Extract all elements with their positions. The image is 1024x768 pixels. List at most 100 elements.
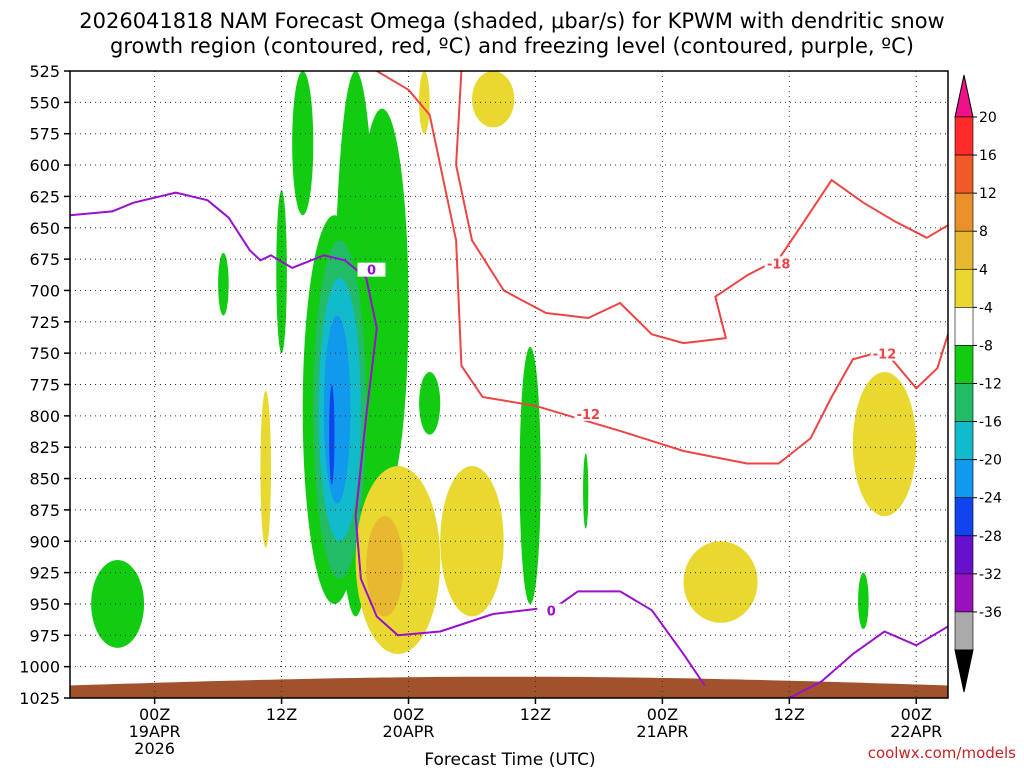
- omega-region: [355, 108, 409, 504]
- colorbar-label: -8: [979, 338, 993, 354]
- omega-region: [218, 252, 229, 316]
- y-tick-label: 625: [29, 187, 60, 206]
- y-tick-label: 875: [29, 501, 60, 520]
- colorbar-label: 4: [979, 262, 988, 278]
- contour-label-bg: [537, 603, 566, 618]
- colorbar-swatch: [954, 307, 974, 346]
- y-tick-label: 675: [29, 250, 60, 269]
- terrain-layer: [70, 676, 948, 698]
- omega-region: [366, 516, 404, 617]
- freezing-level-contour-2: [788, 625, 948, 698]
- colorbar-label: -36: [979, 605, 1002, 621]
- colorbar-label: 16: [979, 148, 997, 164]
- x-tick-label: 12Z: [266, 705, 297, 724]
- y-axis: 525 550 575 600 625 650 675 700 725 750 775 800 825 8…: [19, 62, 70, 708]
- x-tick-label: 19APR: [129, 722, 181, 741]
- terrain-band: [70, 676, 948, 698]
- omega-region: [683, 541, 758, 623]
- y-tick-label: 1025: [19, 689, 60, 708]
- y-tick-label: 850: [29, 470, 60, 489]
- chart-title-line-1: 2026041818 NAM Forecast Omega (shaded, μ…: [79, 9, 944, 33]
- omega-region: [292, 71, 314, 216]
- omega-region: [329, 384, 335, 485]
- x-tick-label: 00Z: [139, 705, 170, 724]
- colorbar-swatch: [954, 230, 974, 270]
- contour-label: -12: [577, 408, 601, 423]
- contour-label-bg: [870, 346, 899, 361]
- x-tick-label: 22APR: [890, 722, 942, 741]
- x-axis-label: Forecast Time (UTC): [424, 750, 595, 768]
- x-tick-label: 12Z: [774, 705, 805, 724]
- y-tick-label: 800: [29, 407, 60, 426]
- omega-region: [260, 390, 271, 548]
- omega-region: [471, 71, 515, 128]
- colorbar-swatch: [954, 573, 974, 613]
- colorbar-swatch: [954, 192, 974, 232]
- omega-region: [519, 346, 541, 604]
- colorbar-swatch: [954, 154, 974, 194]
- dgz-minus18-contour: [455, 71, 948, 345]
- colorbar-swatch: [954, 497, 974, 537]
- y-tick-label: 925: [29, 564, 60, 583]
- x-tick-label: 00Z: [393, 705, 424, 724]
- colorbar-label: -4: [979, 300, 993, 316]
- contour-layer: -18 -12 -12 0 0: [70, 71, 948, 698]
- omega-region: [583, 453, 589, 529]
- plot-area-background: [70, 71, 948, 698]
- y-tick-label: 1000: [19, 658, 60, 677]
- y-tick-label: 900: [29, 532, 60, 551]
- colorbar-bottom-arrow: [954, 649, 974, 693]
- y-tick-label: 575: [29, 125, 60, 144]
- y-tick-label: 700: [29, 281, 60, 300]
- colorbar-label: 8: [979, 224, 988, 240]
- colorbar-top-arrow: [954, 74, 974, 118]
- omega-region: [91, 560, 145, 648]
- y-tick-label: 525: [29, 62, 60, 81]
- colorbar-swatch: [954, 611, 974, 651]
- contour-label: 0: [367, 264, 376, 279]
- colorbar-swatch: [954, 116, 974, 156]
- freezing-level-contour: [70, 191, 706, 687]
- colorbar-label: -12: [979, 377, 1002, 393]
- colorbar-swatch: [954, 345, 974, 384]
- x-tick-label: 00Z: [901, 705, 932, 724]
- y-tick-label: 750: [29, 344, 60, 363]
- omega-shading-layer: [91, 71, 917, 655]
- credit-text: coolwx.com/models: [868, 744, 1016, 762]
- colorbar-label: -20: [979, 453, 1002, 469]
- colorbar: 20 16 12 8 4 -4 -8 -12 -16 -20 -24 -28 -32 -36: [954, 74, 1002, 693]
- contour-label-bg: [357, 262, 386, 277]
- contour-label: -18: [767, 257, 791, 272]
- x-tick-label: 12Z: [520, 705, 551, 724]
- colorbar-label: -28: [979, 529, 1002, 545]
- x-tick-label: 20APR: [382, 722, 434, 741]
- x-tick-label: 2026: [134, 739, 175, 758]
- x-tick-label: 21APR: [636, 722, 688, 741]
- chart-title-line-2: growth region (contoured, red, ºC) and f…: [110, 34, 914, 58]
- colorbar-label: 12: [979, 186, 997, 202]
- colorbar-swatch: [954, 383, 974, 422]
- colorbar-label: -32: [979, 567, 1002, 583]
- y-tick-label: 975: [29, 626, 60, 645]
- y-tick-label: 650: [29, 219, 60, 238]
- y-tick-label: 725: [29, 313, 60, 332]
- y-tick-label: 825: [29, 438, 60, 457]
- contour-label-bg: [764, 256, 793, 271]
- contour-label-bg: [574, 406, 603, 421]
- omega-region: [323, 315, 351, 504]
- colorbar-label: -16: [979, 415, 1002, 431]
- omega-region: [852, 371, 917, 517]
- x-tick-label: 00Z: [647, 705, 678, 724]
- y-tick-label: 600: [29, 156, 60, 175]
- y-tick-label: 775: [29, 376, 60, 395]
- omega-region: [419, 371, 441, 435]
- omega-region: [440, 466, 504, 617]
- omega-region: [858, 572, 869, 630]
- y-tick-label: 950: [29, 595, 60, 614]
- colorbar-swatch: [954, 535, 974, 575]
- omega-region: [419, 71, 430, 134]
- y-tick-label: 550: [29, 93, 60, 112]
- contour-label: -12: [873, 348, 897, 363]
